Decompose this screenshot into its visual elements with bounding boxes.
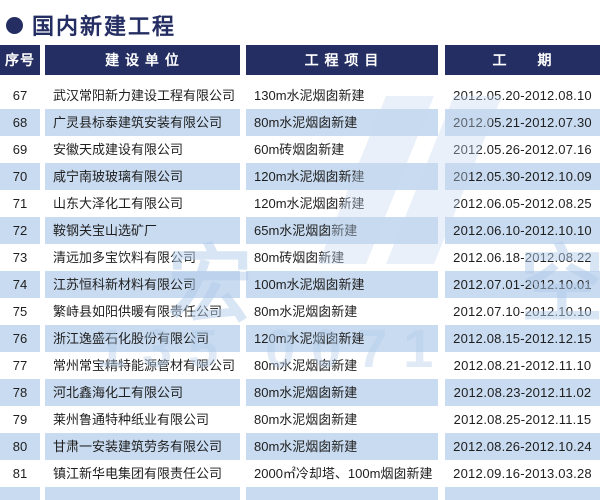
table-row: 72 鞍钢关宝山选矿厂 65m水泥烟囱新建 2012.06.10-2012.10.10 bbox=[0, 217, 600, 244]
cell-company: 河北鑫海化工有限公司 bbox=[45, 379, 240, 406]
cell-project: 120m水泥烟囱新建 bbox=[246, 325, 438, 352]
cell-company: 山东大泽化工有限公司 bbox=[53, 196, 184, 211]
table-row: 67 武汉常阳新力建设工程有限公司 130m水泥烟囱新建 2012.05.20-201… bbox=[0, 82, 600, 109]
cell-company: 甘肃一安装建筑劳务有限公司 bbox=[45, 433, 240, 460]
cell-project: 80m水泥烟囱新建 bbox=[246, 379, 438, 406]
cell-period: 2012.08.15-2012.12.15 bbox=[445, 325, 600, 352]
cell-company: 浙江逸盛石化股份有限公司 bbox=[45, 325, 240, 352]
cell-period bbox=[445, 487, 600, 500]
cell-project: 80m水泥烟囱新建 bbox=[246, 109, 438, 136]
table-row: 71 山东大泽化工有限公司 120m水泥烟囱新建 2012.06.05-2012.08… bbox=[0, 190, 600, 217]
cell-serial: 67 bbox=[12, 88, 28, 103]
table-row: 69 安徽天成建设有限公司 60m砖烟囱新建 2012.05.26-2012.07.1… bbox=[0, 136, 600, 163]
cell-serial bbox=[0, 487, 40, 500]
cell-serial: 71 bbox=[12, 196, 28, 211]
cell-serial: 80 bbox=[0, 433, 40, 460]
column-header-project: 工 程 项 目 bbox=[246, 45, 438, 75]
cell-serial: 75 bbox=[12, 304, 28, 319]
bullet-icon bbox=[6, 16, 23, 34]
cell-project: 80m水泥烟囱新建 bbox=[254, 304, 358, 319]
column-header-serial: 序号 bbox=[0, 45, 40, 75]
table-row: 75 繁峙县如阳供暖有限责任公司 80m水泥烟囱新建 2012.07.10-2012.… bbox=[0, 298, 600, 325]
section-title: 国内新建工程 bbox=[0, 0, 600, 41]
cell-company: 武汉常阳新力建设工程有限公司 bbox=[53, 88, 236, 103]
cell-period: 2012.07.01-2012.10.01 bbox=[445, 271, 600, 298]
cell-period: 2012.06.10-2012.10.10 bbox=[445, 217, 600, 244]
table-row: 78 河北鑫海化工有限公司 80m水泥烟囱新建 2012.08.23-2012.11.… bbox=[0, 379, 600, 406]
table-header: 序号 建 设 单 位 工 程 项 目 工 期 bbox=[0, 45, 600, 75]
cell-project: 60m砖烟囱新建 bbox=[254, 142, 345, 157]
cell-serial: 74 bbox=[0, 271, 40, 298]
cell-serial: 79 bbox=[12, 412, 28, 427]
cell-serial: 76 bbox=[0, 325, 40, 352]
cell-project: 130m水泥烟囱新建 bbox=[254, 88, 365, 103]
table-row: 80 甘肃一安装建筑劳务有限公司 80m水泥烟囱新建 2012.08.26-2012.… bbox=[0, 433, 600, 460]
cell-serial: 70 bbox=[0, 163, 40, 190]
table-row: 70 咸宁南玻玻璃有限公司 120m水泥烟囱新建 2012.05.30-2012.10… bbox=[0, 163, 600, 190]
table-row: 77 常州常宝精特能源管材有限公司 80m水泥烟囱新建 2012.08.21-2012… bbox=[0, 352, 600, 379]
table-row: 76 浙江逸盛石化股份有限公司 120m水泥烟囱新建 2012.08.15-2012.… bbox=[0, 325, 600, 352]
table-row: 79 莱州鲁通特种纸业有限公司 80m水泥烟囱新建 2012.08.25-2012.1… bbox=[0, 406, 600, 433]
cell-project: 80m水泥烟囱新建 bbox=[254, 358, 358, 373]
cell-project: 120m水泥烟囱新建 bbox=[246, 163, 438, 190]
cell-period: 2012.06.18-2012.08.22 bbox=[453, 250, 592, 265]
column-header-period: 工 期 bbox=[445, 45, 600, 75]
cell-company: 莱州鲁通特种纸业有限公司 bbox=[53, 412, 210, 427]
column-header-company: 建 设 单 位 bbox=[45, 45, 240, 75]
cell-project: 120m水泥烟囱新建 bbox=[254, 196, 365, 211]
cell-period: 2012.08.21-2012.11.10 bbox=[453, 358, 592, 373]
cell-serial: 69 bbox=[12, 142, 28, 157]
cell-project: 80m水泥烟囱新建 bbox=[246, 433, 438, 460]
cell-period: 2012.08.26-2012.10.24 bbox=[445, 433, 600, 460]
cell-period: 2012.08.23-2012.11.02 bbox=[445, 379, 600, 406]
cell-serial: 72 bbox=[0, 217, 40, 244]
table-row: 68 广灵县标泰建筑安装有限公司 80m水泥烟囱新建 2012.05.21-2012.… bbox=[0, 109, 600, 136]
cell-company: 常州常宝精特能源管材有限公司 bbox=[53, 358, 236, 373]
cell-project: 2000㎡冷却塔、100m烟囱新建 bbox=[254, 466, 433, 481]
cell-serial: 81 bbox=[12, 466, 28, 481]
cell-period: 2012.05.26-2012.07.16 bbox=[453, 142, 592, 157]
cell-serial: 78 bbox=[0, 379, 40, 406]
table-row: 81 镇江新华电集团有限责任公司 2000㎡冷却塔、100m烟囱新建 2012.09.… bbox=[0, 460, 600, 487]
cell-company: 清远加多宝饮料有限公司 bbox=[53, 250, 197, 265]
cell-company bbox=[45, 487, 240, 500]
cell-serial: 77 bbox=[12, 358, 28, 373]
table-row-partial bbox=[0, 487, 600, 500]
cell-project: 100m水泥烟囱新建 bbox=[246, 271, 438, 298]
page-title: 国内新建工程 bbox=[32, 14, 177, 39]
cell-company: 咸宁南玻玻璃有限公司 bbox=[45, 163, 240, 190]
table-body: 67 武汉常阳新力建设工程有限公司 130m水泥烟囱新建 2012.05.20-201… bbox=[0, 82, 600, 500]
cell-serial: 73 bbox=[12, 250, 28, 265]
cell-period: 2012.06.05-2012.08.25 bbox=[453, 196, 592, 211]
table-row: 74 江苏恒科新材料有限公司 100m水泥烟囱新建 2012.07.01-2012.1… bbox=[0, 271, 600, 298]
cell-period: 2012.09.16-2013.03.28 bbox=[453, 466, 592, 481]
cell-period: 2012.07.10-2012.10.10 bbox=[453, 304, 592, 319]
cell-period: 2012.05.21-2012.07.30 bbox=[445, 109, 600, 136]
cell-company: 繁峙县如阳供暖有限责任公司 bbox=[53, 304, 223, 319]
cell-company: 鞍钢关宝山选矿厂 bbox=[45, 217, 240, 244]
cell-period: 2012.05.20-2012.08.10 bbox=[453, 88, 592, 103]
cell-company: 镇江新华电集团有限责任公司 bbox=[53, 466, 223, 481]
table-row: 73 清远加多宝饮料有限公司 80m砖烟囱新建 2012.06.18-2012.08.… bbox=[0, 244, 600, 271]
cell-project bbox=[246, 487, 438, 500]
cell-period: 2012.05.30-2012.10.09 bbox=[445, 163, 600, 190]
cell-project: 65m水泥烟囱新建 bbox=[246, 217, 438, 244]
cell-project: 80m水泥烟囱新建 bbox=[254, 412, 358, 427]
cell-company: 江苏恒科新材料有限公司 bbox=[45, 271, 240, 298]
cell-period: 2012.08.25-2012.11.15 bbox=[453, 412, 592, 427]
cell-serial: 68 bbox=[0, 109, 40, 136]
cell-project: 80m砖烟囱新建 bbox=[254, 250, 345, 265]
cell-company: 广灵县标泰建筑安装有限公司 bbox=[45, 109, 240, 136]
cell-company: 安徽天成建设有限公司 bbox=[53, 142, 184, 157]
